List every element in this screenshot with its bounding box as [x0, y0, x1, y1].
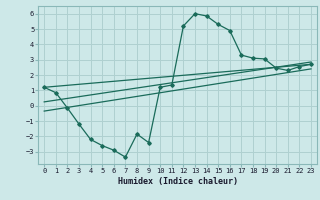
X-axis label: Humidex (Indice chaleur): Humidex (Indice chaleur)	[118, 177, 238, 186]
